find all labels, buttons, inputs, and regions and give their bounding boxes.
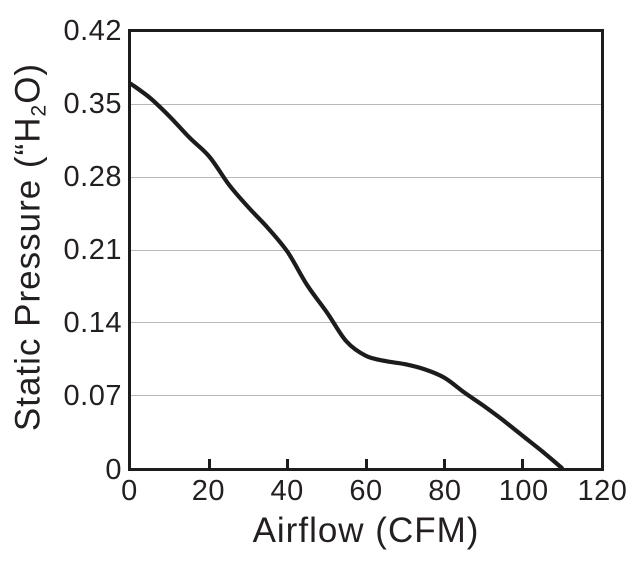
x-tick-mark-40 — [286, 459, 290, 468]
x-tick-label-0: 0 — [121, 475, 138, 507]
x-tick-label-40: 40 — [270, 475, 304, 507]
gridline-y-0.07 — [131, 394, 601, 396]
x-tick-label-20: 20 — [191, 475, 225, 507]
x-tick-mark-60 — [364, 459, 368, 468]
plot-area — [128, 29, 604, 471]
x-tick-label-80: 80 — [428, 475, 462, 507]
y-tick-label-0.42: 0.42 — [63, 14, 122, 47]
gridline-y-0.28 — [131, 176, 601, 178]
x-tick-mark-80 — [442, 459, 446, 468]
x-axis-title: Airflow (CFM) — [252, 511, 480, 550]
y-tick-label-0.07: 0.07 — [63, 380, 122, 413]
y-tick-label-0.21: 0.21 — [63, 234, 122, 266]
gridline-y-0.21 — [131, 249, 601, 251]
y-tick-label-0.35: 0.35 — [63, 87, 122, 120]
y-tick-label-0: 0 — [105, 453, 122, 486]
y-tick-label-0.14: 0.14 — [63, 307, 122, 340]
x-tick-mark-100 — [521, 459, 525, 468]
fan-curve-line — [131, 81, 564, 468]
x-tick-label-120: 120 — [577, 475, 628, 507]
x-tick-mark-20 — [207, 459, 211, 468]
gridline-y-0.14 — [131, 322, 601, 324]
y-tick-label-0.28: 0.28 — [63, 160, 122, 193]
curve-svg — [131, 81, 564, 468]
x-tick-label-100: 100 — [498, 475, 549, 507]
gridline-y-0.35 — [131, 104, 601, 106]
x-tick-label-60: 60 — [349, 475, 383, 507]
